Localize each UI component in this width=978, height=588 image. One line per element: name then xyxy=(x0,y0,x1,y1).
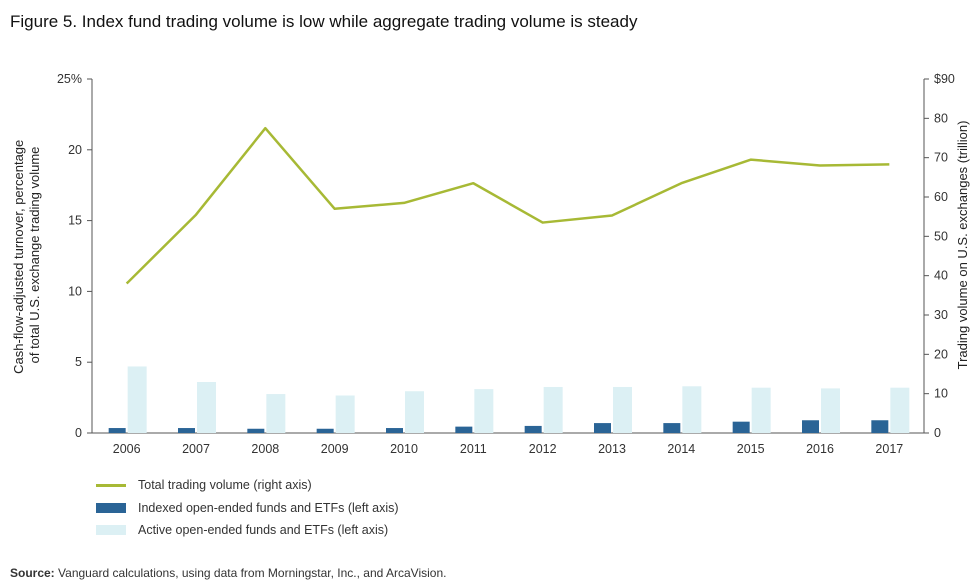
left-axis-tick-label: 5 xyxy=(75,355,82,369)
bar-active xyxy=(266,394,286,433)
bar-indexed xyxy=(871,420,889,433)
bar-active xyxy=(335,395,355,433)
bar-indexed xyxy=(178,428,195,433)
right-axis-tick-label: $90 xyxy=(934,72,955,86)
chart-title: Figure 5. Index fund trading volume is l… xyxy=(10,12,638,31)
legend-item-active: Active open-ended funds and ETFs (left a… xyxy=(96,519,399,542)
source-label: Source: xyxy=(10,566,55,580)
x-axis-tick-label: 2013 xyxy=(598,442,626,456)
x-axis-tick-label: 2010 xyxy=(390,442,418,456)
line-total-trading-volume xyxy=(125,126,890,285)
chart-axes: 0 5 10 15 20 25% 0 10 20 30 40 50 60 70 80 $90 2006 2007 2… xyxy=(57,72,955,456)
legend-swatch-line xyxy=(96,484,126,487)
legend-label-active: Active open-ended funds and ETFs (left a… xyxy=(138,523,389,538)
bar-indexed xyxy=(455,426,473,433)
legend-item-indexed: Indexed open-ended funds and ETFs (left … xyxy=(96,497,399,520)
chart-legend: Total trading volume (right axis) Indexe… xyxy=(96,474,399,542)
x-axis-tick-label: 2011 xyxy=(460,442,487,456)
left-axis-tick-label: 10 xyxy=(68,284,82,298)
bar-active xyxy=(127,366,147,433)
right-axis-tick-label: 30 xyxy=(934,308,948,322)
bar-indexed xyxy=(524,425,542,433)
bar-indexed xyxy=(802,420,819,433)
right-axis-tick-label: 0 xyxy=(934,426,941,440)
bar-indexed xyxy=(594,423,611,433)
source-text: Vanguard calculations, using data from M… xyxy=(58,566,447,580)
bar-active xyxy=(821,388,840,433)
bar-indexed xyxy=(732,421,750,433)
bar-active xyxy=(405,391,424,433)
x-axis-tick-label: 2008 xyxy=(251,442,279,456)
bar-active xyxy=(890,387,910,433)
bar-active xyxy=(474,389,494,433)
left-axis-tick-label: 0 xyxy=(75,426,82,440)
left-axis-title-line-1: Cash-flow-adjusted turnover, percentage xyxy=(11,140,26,374)
chart-canvas: 0 5 10 15 20 25% 0 10 20 30 40 50 60 70 80 $90 2006 2007 2… xyxy=(11,72,970,456)
bar-active xyxy=(751,387,771,433)
x-axis-tick-label: 2006 xyxy=(113,442,141,456)
bar-indexed xyxy=(247,428,265,433)
right-axis-tick-label: 40 xyxy=(934,269,948,283)
x-axis-tick-label: 2015 xyxy=(737,442,765,456)
right-axis-title: Trading volume on U.S. exchanges (trilli… xyxy=(955,121,970,370)
chart-line xyxy=(125,126,890,285)
bar-active xyxy=(682,386,702,433)
right-axis-tick-label: 80 xyxy=(934,111,948,125)
x-axis-tick-label: 2014 xyxy=(667,442,695,456)
bar-active xyxy=(543,386,563,433)
legend-item-total: Total trading volume (right axis) xyxy=(96,474,399,497)
left-axis-tick-label: 25% xyxy=(57,72,82,86)
bar-indexed xyxy=(316,428,334,433)
x-axis-tick-label: 2016 xyxy=(806,442,834,456)
bar-active xyxy=(613,386,632,433)
right-axis-tick-label: 10 xyxy=(934,387,948,401)
right-axis-tick-label: 70 xyxy=(934,151,948,165)
x-axis-tick-label: 2009 xyxy=(321,442,349,456)
x-axis-tick-label: 2007 xyxy=(182,442,210,456)
legend-swatch-active xyxy=(96,525,126,536)
bar-indexed xyxy=(663,423,681,433)
x-axis-tick-label: 2012 xyxy=(529,442,557,456)
left-axis-tick-label: 20 xyxy=(68,143,82,157)
legend-label-total: Total trading volume (right axis) xyxy=(138,478,312,493)
right-axis-tick-label: 20 xyxy=(934,347,948,361)
source-note: Source: Vanguard calculations, using dat… xyxy=(10,566,446,580)
legend-label-indexed: Indexed open-ended funds and ETFs (left … xyxy=(138,500,399,515)
left-axis-tick-label: 15 xyxy=(68,214,82,228)
bar-active xyxy=(197,382,216,433)
x-axis-tick-label: 2017 xyxy=(875,442,903,456)
left-axis-title-line-2: of total U.S. exchange trading volume xyxy=(27,147,42,364)
chart-bars xyxy=(108,366,910,433)
legend-swatch-indexed xyxy=(96,502,126,513)
bar-indexed xyxy=(108,428,126,433)
right-axis-tick-label: 50 xyxy=(934,229,948,243)
right-axis-tick-label: 60 xyxy=(934,190,948,204)
left-axis-title: Cash-flow-adjusted turnover, percentage … xyxy=(11,136,42,374)
bar-indexed xyxy=(386,428,403,433)
